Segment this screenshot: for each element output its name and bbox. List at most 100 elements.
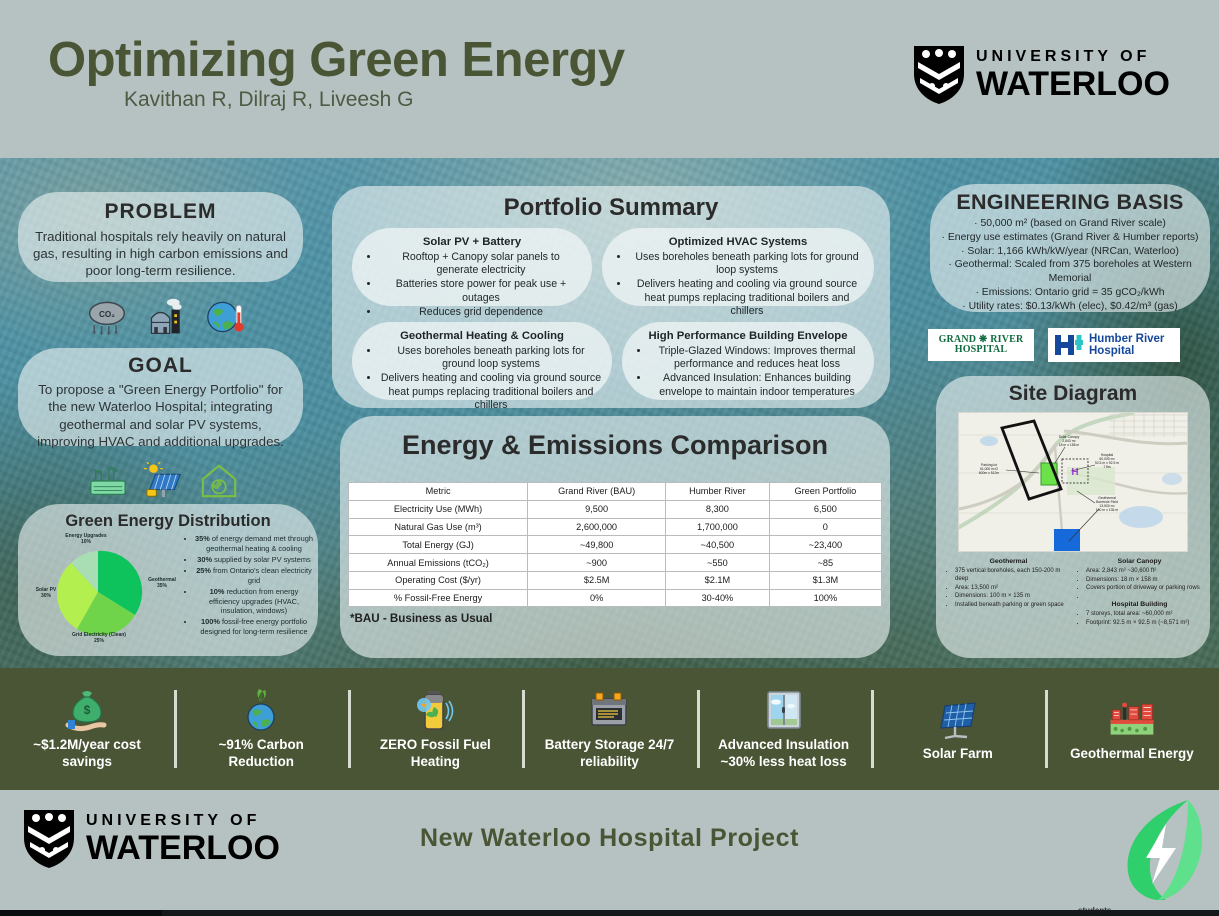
footer-project-title: New Waterloo Hospital Project [419, 824, 800, 852]
page-title: Optimizing Green Energy [48, 33, 625, 87]
site-diagram-title: Site Diagram [1008, 382, 1138, 405]
stat-battery-storage: Battery Storage 24/7 reliability [522, 668, 696, 790]
goal-title: GOAL [128, 354, 193, 377]
list-item [1086, 593, 1202, 601]
green-battery-icon [417, 691, 454, 731]
svg-text:$: $ [84, 703, 91, 717]
svg-text:7 flrs: 7 flrs [1103, 465, 1111, 469]
svg-text:92.5 m x 92.5 m: 92.5 m x 92.5 m [1095, 461, 1119, 465]
stat-zero-fossil-fuel: ZERO Fossil Fuel Heating [348, 668, 522, 790]
stat-label: ~$1.2M/year cost savings [33, 737, 141, 769]
poster-footer: UNIVERSITY OF WATERLOO New Waterloo Hosp… [0, 790, 1219, 900]
svg-text:60,000 m²: 60,000 m² [1099, 457, 1115, 461]
goal-icon-row [88, 462, 238, 500]
list-item: · 50,000 m² (based on Grand River scale) [974, 218, 1166, 229]
table-row: Operating Cost ($/yr) $2.5M $2.1M $1.3M [347, 570, 883, 590]
pie-legend-list: 35% of energy demand met through geother… [183, 534, 313, 638]
pie-label-geothermal: Geothermal 35% [148, 577, 176, 589]
poster-header: Optimizing Green Energy Kavithan R, Dilr… [0, 0, 1219, 158]
green-energy-leaf-logo [1127, 800, 1203, 901]
list-item: 7 storeys, total area: ~60,000 m² [1086, 610, 1202, 618]
card-solar-pv-battery: Solar PV + Battery Rooftop + Canopy sola… [352, 228, 592, 318]
list-item: Batteries store power for peak use + out… [380, 278, 582, 304]
svg-text:Hospital: Hospital [1101, 453, 1113, 457]
stat-carbon-reduction: ~91% Carbon Reduction [174, 668, 348, 790]
site-diagram-panel: Site Diagram H Solar [936, 376, 1210, 658]
stat-label: ZERO Fossil Fuel Heating [379, 737, 491, 769]
waterloo-shield-icon [914, 46, 964, 104]
list-item: Delivers heating and cooling via ground … [380, 372, 602, 412]
list-item: Area: 13,500 m² [955, 584, 1071, 592]
author-list: Kavithan R, Dilraj R, Liveesh G [124, 88, 414, 111]
factory-icon [150, 298, 182, 335]
engineering-basis-panel: ENGINEERING BASIS · 50,000 m² (based on … [930, 184, 1210, 312]
pie-chart-svg [57, 550, 143, 636]
stat-label: Solar Farm [922, 745, 993, 761]
card-high-performance-building-envelope: High Performance Building Envelope Tripl… [622, 322, 874, 400]
svg-text:2,843 m²: 2,843 m² [1062, 439, 1076, 443]
site-notes-list: Area: 2,843 m² ~30,600 ft² Dimensions: 1… [1077, 567, 1202, 601]
stat-label: Advanced Insulation ~30% less heat loss [718, 737, 850, 769]
site-notes-geothermal: Geothermal 375 vertical boreholes, each … [946, 558, 1071, 628]
stat-advanced-insulation: Advanced Insulation ~30% less heat loss [696, 668, 871, 790]
site-notes-solar-canopy: Solar Canopy Area: 2,843 m² ~30,600 ft² … [1077, 558, 1202, 628]
list-item: Uses boreholes beneath parking lots for … [380, 345, 602, 371]
list-item: Dimensions: 18 m × 158 m [1086, 576, 1202, 584]
card-heading: Optimized HVAC Systems [668, 236, 808, 248]
eco-house-icon [201, 464, 237, 498]
waterloo-shield-icon [24, 810, 74, 868]
humber-river-hospital-logo: Humber River Hospital [1048, 328, 1180, 362]
table-row: Electricity Use (MWh) 9,500 8,300 6,500 [347, 499, 883, 519]
list-item: Reduces grid dependence [380, 306, 582, 319]
svg-text:Borehole Field: Borehole Field [1096, 500, 1118, 504]
card-geothermal-heating-cooling: Geothermal Heating & Cooling Uses boreho… [352, 322, 612, 411]
problem-icon-row: CO₂ [86, 296, 246, 338]
problem-panel: PROBLEM Traditional hospitals rely heavi… [18, 192, 303, 282]
card-bullets: Uses boreholes beneath parking lots for … [362, 345, 602, 412]
geothermal-plant-icon [1110, 702, 1154, 735]
svg-text:Parking lot: Parking lot [981, 463, 997, 467]
stat-cost-savings: $ ~$1.2M/year cost savings [0, 668, 174, 790]
svg-text:13,500 m²: 13,500 m² [1099, 504, 1115, 508]
site-map-image: H Solar Canopy 2,843 m² 18 m x 158 m Hospi… [958, 412, 1188, 552]
list-item: 30% supplied by solar PV systems [195, 555, 313, 565]
logo-line-waterloo: WATERLOO [976, 65, 1170, 103]
table-row: Natural Gas Use (m³) 2,600,000 1,700,000 0 [347, 517, 883, 537]
car-battery-icon [591, 692, 628, 726]
card-bullets: Uses boreholes beneath parking lots for … [612, 251, 864, 318]
engineering-basis-title: ENGINEERING BASIS [956, 190, 1184, 214]
card-bullets: Rooftop + Canopy solar panels to generat… [362, 251, 582, 319]
svg-text:Geothermal: Geothermal [1098, 496, 1116, 500]
humber-river-hospital-logo-text: Humber River Hospital [1089, 332, 1165, 357]
carbon-reduction-earth-icon [247, 689, 275, 731]
energy-comparison-table: Metric Grand River (BAU) Humber River Gr… [347, 482, 883, 608]
svg-text:Solar Canopy: Solar Canopy [1059, 435, 1080, 439]
logo-line-university: UNIVERSITY OF [976, 48, 1151, 65]
energy-emissions-title: Energy & Emissions Comparison [401, 430, 829, 460]
card-heading: Geothermal Heating & Cooling [400, 330, 564, 342]
grand-river-hospital-logo-text: GRAND ❋ RIVER HOSPITAL [938, 333, 1024, 355]
window-insulation-icon [766, 691, 801, 730]
pie-label-solar-pv: Solar PV 30% [35, 587, 57, 599]
list-item: 375 vertical boreholes, each 150-200 m d… [955, 567, 1071, 583]
money-bag-icon: $ [65, 691, 107, 732]
co2-cloud-icon: CO₂ [88, 301, 126, 336]
column-header: Green Portfolio [768, 482, 883, 501]
table-row: Total Energy (GJ) ~49,800 ~40,500 ~23,400 [347, 535, 883, 555]
list-item: 25% from Ontario's clean electricity gri… [195, 566, 313, 586]
goal-panel: GOAL To propose a "Green Energy Portfoli… [18, 348, 303, 449]
goal-body: To propose a "Green Energy Portfolio" fo… [37, 382, 284, 449]
column-header: Grand River (BAU) [527, 482, 667, 501]
hospital-logo-row: GRAND ❋ RIVER HOSPITAL Humber River Hosp… [928, 328, 1213, 362]
taskbar-active-tab[interactable] [0, 910, 162, 916]
list-item: Advanced Insulation: Enhances building e… [650, 372, 864, 398]
site-notes: Geothermal 375 vertical boreholes, each … [946, 558, 1202, 628]
problem-body: Traditional hospitals rely heavily on na… [32, 229, 288, 279]
university-of-waterloo-logo: UNIVERSITY OF WATERLOO [912, 44, 1170, 106]
list-item: Installed beneath parking or green space [955, 601, 1071, 609]
card-heading: Solar PV + Battery [422, 236, 522, 248]
energy-emissions-panel: Energy & Emissions Comparison Metric Gra… [340, 416, 890, 658]
grand-river-hospital-logo: GRAND ❋ RIVER HOSPITAL [928, 329, 1034, 361]
list-item: Rooftop + Canopy solar panels to generat… [380, 251, 582, 277]
list-item: Uses boreholes beneath parking lots for … [630, 251, 864, 277]
